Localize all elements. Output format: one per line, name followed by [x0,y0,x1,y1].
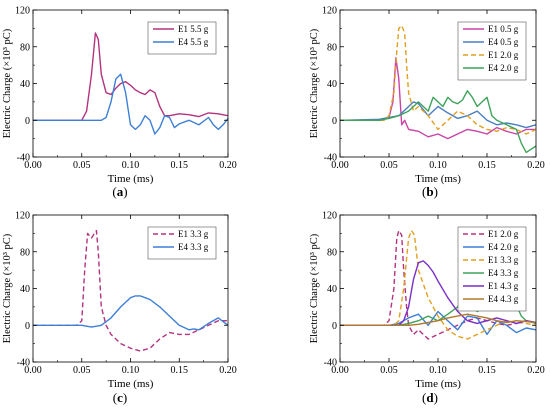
panel-b: 0.00 0.05 0.10 0.15 0.20 -40 0 40 80 120 Time (ms)… [309,6,545,200]
legend-entry: E1 0.5 g [488,24,519,34]
legend-entry: E1 3.3 g [178,229,209,239]
series-line-e1-4.3-g [340,260,536,326]
x-tick-label: 0.05 [73,160,91,171]
y-tick-label: 120 [322,211,337,222]
y-tick-label: 120 [15,211,30,222]
x-tick-label: 0.05 [73,365,91,376]
legend-entry: E1 4.3 g [488,281,519,291]
y-tick-label: 0 [25,116,30,127]
y-tick-label: 40 [20,79,30,90]
x-tick-label: 0.10 [429,365,447,376]
legend-entry: E4 2.0 g [488,242,519,252]
panel-a: 0.00 0.05 0.10 0.15 0.20 -40 0 40 80 120 Time (ms)… [2,6,237,200]
legend-entry: E1 3.3 g [488,255,519,265]
x-tick-label: 0.05 [380,160,398,171]
series-line-e4-5.5-g [33,73,228,135]
legend-entry: E1 2.0 g [488,229,519,239]
x-axis-label: Time (ms) [108,378,154,390]
y-tick-label: 40 [327,79,337,90]
legend-box [457,226,527,312]
y-tick-label: 120 [322,6,337,17]
x-tick-label: 0.15 [478,365,496,376]
series-group [340,24,536,154]
series-line-e1-3.3-g [33,229,228,352]
legend-entry: E4 3.3 g [488,268,519,278]
series-line-e1-0.5-g [340,57,536,140]
x-tick-label: 0.20 [219,365,237,376]
y-tick-label: 80 [327,247,337,258]
y-axis-label: Electric Charge (×10³ pC) [309,28,320,138]
y-tick-label: -40 [17,358,30,369]
y-tick-label: 0 [332,116,337,127]
y-tick-label: 40 [20,284,30,295]
x-tick-label: 0.00 [331,160,349,171]
y-axis-label: Electric Charge (×10³ pC) [2,28,13,138]
x-tick-label: 0.20 [219,160,237,171]
x-tick-label: 0.00 [24,365,42,376]
legend-entry: E4 0.5 g [488,37,519,47]
x-tick-label: 0.10 [122,365,140,376]
panel-label: (c) [113,390,127,405]
y-tick-label: -40 [324,358,337,369]
series-group [33,32,228,135]
panel-label: (a) [112,184,127,199]
series-line-e4-0.5-g [340,101,536,129]
panel-label: (b) [422,184,438,199]
series-line-e1-5.5-g [33,32,228,122]
y-axis-label: Electric Charge (×10³ pC) [2,233,13,343]
x-tick-label: 0.05 [380,365,398,376]
x-tick-label: 0.10 [429,160,447,171]
y-tick-label: 80 [20,247,30,258]
legend-box [147,21,217,55]
legend-entry: E4 5.5 g [178,37,209,47]
panel-label: (d) [422,390,438,405]
y-tick-label: 0 [25,321,30,332]
series-line-e4-4.3-g [340,313,536,326]
y-tick-label: -40 [17,153,30,164]
x-tick-label: 0.20 [527,160,545,171]
panel-d: 0.00 0.05 0.10 0.15 0.20 -40 0 40 80 120 Time (ms)… [309,211,545,406]
x-tick-label: 0.00 [331,365,349,376]
series-line-e4-3.3-g [33,295,228,331]
series-line-e1-2.0-g [340,24,536,135]
panel-c: 0.00 0.05 0.10 0.15 0.20 -40 0 40 80 120 Time (ms)… [2,211,237,406]
x-tick-label: 0.10 [122,160,140,171]
x-tick-label: 0.15 [478,160,496,171]
series-line-e4-2.0-g [340,90,536,154]
legend-entry: E1 5.5 g [178,24,209,34]
legend-entry: E4 3.3 g [178,242,209,252]
legend-entry: E4 2.0 g [488,63,519,73]
y-tick-label: -40 [324,153,337,164]
legend-box [457,21,527,81]
y-axis-label: Electric Charge (×10³ pC) [309,233,320,343]
legend-entry: E1 2.0 g [488,50,519,60]
y-tick-label: 0 [332,321,337,332]
x-tick-label: 0.20 [527,365,545,376]
legend-entry: E4 4.3 g [488,294,519,304]
y-tick-label: 120 [15,6,30,17]
x-tick-label: 0.00 [24,160,42,171]
series-group [33,229,228,352]
x-tick-label: 0.15 [171,160,189,171]
x-tick-label: 0.15 [171,365,189,376]
x-axis-label: Time (ms) [415,173,461,185]
series-line-e4-2.0-g [340,310,536,336]
y-tick-label: 40 [327,284,337,295]
y-tick-label: 80 [327,42,337,53]
y-tick-label: 80 [20,42,30,53]
x-axis-label: Time (ms) [415,378,461,390]
legend-box [147,226,217,260]
x-axis-label: Time (ms) [108,173,154,185]
